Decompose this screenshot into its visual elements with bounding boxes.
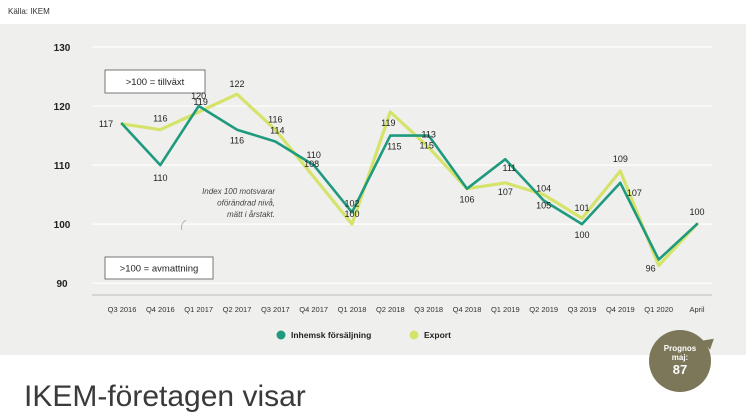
y-tick-label: 100	[54, 220, 71, 231]
index-note-line: Index 100 motsvarar	[202, 187, 275, 196]
badge-line2: maj:	[671, 353, 689, 362]
badge-line1: Prognos	[663, 344, 697, 353]
x-tick-label: Q2 2019	[529, 305, 558, 314]
data-label: 110	[153, 173, 167, 183]
y-tick-label: 110	[54, 161, 71, 172]
data-label: 107	[627, 188, 642, 198]
data-label: 105	[536, 201, 551, 211]
data-label: 119	[193, 97, 207, 107]
x-tick-label: Q1 2017	[184, 305, 213, 314]
data-label: 100	[689, 207, 704, 217]
y-tick-label: 90	[56, 279, 68, 290]
y-tick-label: 130	[54, 43, 71, 54]
data-label: 119	[381, 118, 395, 128]
data-label: 122	[229, 79, 244, 89]
decline-annotation-box	[104, 256, 214, 280]
badge-value: 87	[672, 362, 688, 377]
forecast-badge: Prognos maj: 87	[649, 330, 711, 392]
data-label: 113	[421, 129, 435, 139]
data-label: 110	[306, 150, 320, 160]
y-tick-label: 120	[54, 102, 71, 113]
data-label: 116	[153, 114, 167, 124]
index-note-line: mätt i årstakt.	[227, 210, 275, 219]
data-label: 111	[502, 163, 516, 173]
index-note-line: oförändrad nivå,	[217, 199, 275, 208]
data-label: 107	[498, 187, 513, 197]
data-label: 102	[344, 198, 359, 208]
series-line-inhemsk	[120, 104, 699, 261]
x-tick-label: April	[689, 305, 704, 314]
x-tick-label: Q3 2016	[108, 305, 137, 314]
x-tick-label: Q3 2018	[414, 305, 443, 314]
data-label: 115	[419, 141, 433, 151]
source-note: Källa: IKEM	[8, 7, 50, 16]
data-label: 116	[230, 136, 244, 146]
data-label: 117	[99, 119, 113, 129]
x-tick-label: Q1 2019	[491, 305, 520, 314]
x-tick-label: Q2 2017	[223, 305, 252, 314]
x-tick-label: Q1 2018	[338, 305, 367, 314]
data-label: 101	[574, 203, 589, 213]
legend-swatch	[409, 330, 419, 340]
data-label: 104	[536, 184, 551, 194]
decline-annotation-label: >100 = avmattning	[120, 264, 199, 275]
page-headline: IKEM-företagen visar	[24, 380, 306, 413]
legend-swatch	[276, 330, 286, 340]
data-label: 114	[270, 125, 284, 135]
x-tick-label: Q4 2017	[299, 305, 328, 314]
series-line-export	[120, 92, 699, 268]
x-tick-label: Q1 2020	[644, 305, 673, 314]
data-label: 96	[646, 264, 656, 274]
x-tick-label: Q4 2016	[146, 305, 175, 314]
data-label: 106	[459, 195, 474, 205]
x-tick-label: Q3 2017	[261, 305, 290, 314]
x-tick-label: Q4 2018	[453, 305, 482, 314]
data-label: 115	[387, 142, 401, 152]
x-tick-label: Q2 2018	[376, 305, 405, 314]
data-label: 100	[574, 230, 589, 240]
data-label: 100	[344, 209, 359, 219]
data-label: 116	[268, 115, 282, 125]
data-label: 120	[191, 91, 206, 101]
legend-label: Export	[424, 330, 451, 340]
note-pointer	[181, 219, 187, 231]
chart-svg: 90 100 110 120 130 Q3 2016 Q4 2016 Q1 2017 Q2 20…	[54, 43, 712, 340]
growth-annotation-box	[104, 69, 206, 94]
x-tick-label: Q4 2019	[606, 305, 635, 314]
legend-label: Inhemsk försäljning	[291, 330, 371, 340]
growth-annotation-label: >100 = tillväxt	[126, 77, 185, 88]
data-label: 109	[613, 154, 628, 164]
data-label: 108	[304, 159, 319, 169]
x-tick-label: Q3 2019	[568, 305, 597, 314]
